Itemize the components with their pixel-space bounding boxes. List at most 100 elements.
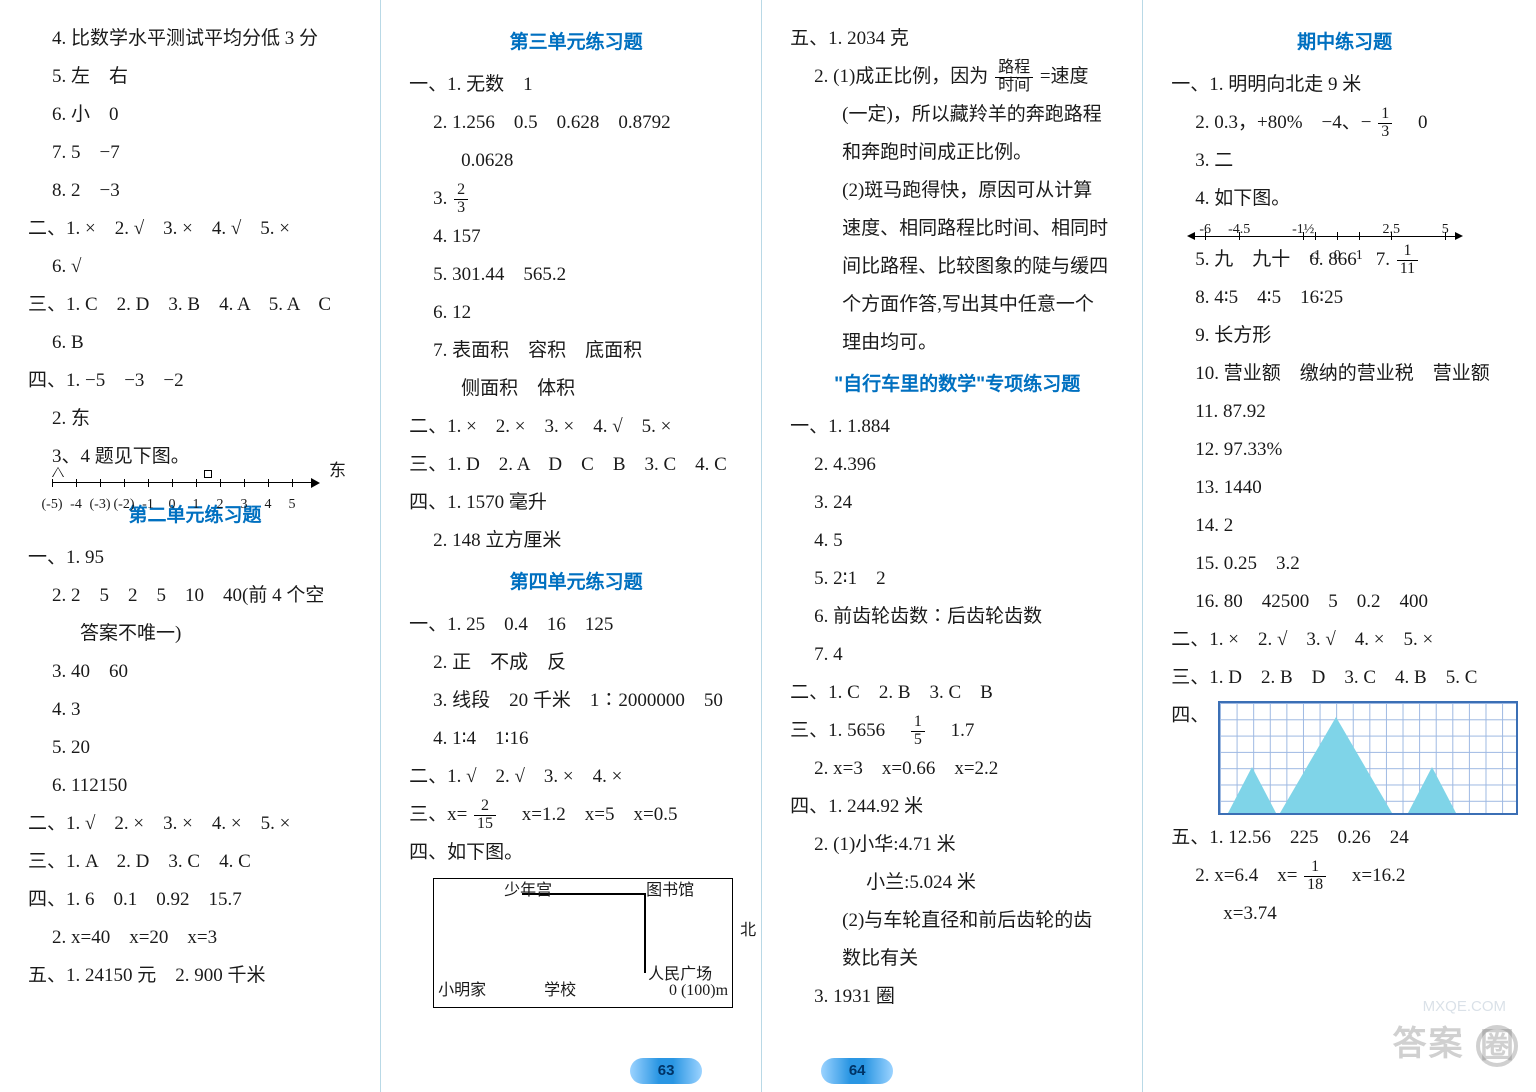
text: 2. x=6.4 x=: [1195, 865, 1297, 886]
text-line: 2. 4.396: [790, 446, 1124, 484]
text-line: 答案不唯一): [28, 615, 362, 653]
map-label: 图书馆: [646, 875, 694, 907]
text-line: 7. 5 −7: [28, 134, 362, 172]
nl-label: 1: [193, 491, 200, 519]
column-1: 4. 比数学水平测试平均分低 3 分 5. 左 右 6. 小 0 7. 5 −7…: [0, 0, 380, 1092]
text-line: (2)斑马跑得快，原因可从计算: [790, 172, 1124, 210]
text-line: 数比有关: [790, 940, 1124, 978]
text-line: 三、1. D 2. B D 3. C 4. B 5. C: [1171, 659, 1518, 697]
fraction: 13: [1378, 106, 1392, 141]
text-line: 5. 301.44 565.2: [409, 256, 743, 294]
number-line-diagram: 东 (-5) -4 (-3) (-2) -1 0 1 2 3: [52, 482, 342, 491]
text-line: 速度、相同路程比时间、相同时: [790, 210, 1124, 248]
text-line: 5. 左 右: [28, 58, 362, 96]
text-line: 2. 正 不成 反: [409, 644, 743, 682]
map-label: 小明家: [438, 975, 486, 1007]
text-line: 侧面积 体积: [409, 370, 743, 408]
column-3: 五、1. 2034 克 2. (1)成正比例，因为 路程时间 =速度 (一定)，…: [761, 0, 1142, 1092]
text: x=1.2 x=5 x=0.5: [503, 804, 678, 825]
nl-label: (-2): [114, 491, 135, 519]
text-line: 12. 97.33%: [1171, 431, 1518, 469]
text-line: 3. 23: [409, 180, 743, 218]
text: 3.: [433, 188, 452, 209]
text-line: 3. 线段 20 千米 1∶2000000 50: [409, 682, 743, 720]
text-line: 2. (1)小华:4.71 米: [790, 826, 1124, 864]
nl2-label: 1: [1356, 242, 1363, 270]
text-line: 6. 112150: [28, 767, 362, 805]
text-line: 五、1. 2034 克: [790, 20, 1124, 58]
text-line: 4. 3: [28, 691, 362, 729]
text-line: 个方面作答,写出其中任意一个: [790, 286, 1124, 324]
text-line: 理由均可。: [790, 324, 1124, 362]
number-line-diagram-2: -6 -4.5 -1½ 2.5 5 -1 0 1: [1195, 236, 1475, 237]
text: 0: [1399, 112, 1428, 133]
text-line: 3. 40 60: [28, 653, 362, 691]
map-label: 0 (100)m: [669, 975, 728, 1007]
midterm-heading: 期中练习题: [1171, 24, 1518, 62]
text-line: 7. 表面积 容积 底面积: [409, 332, 743, 370]
nl-label: -4: [70, 491, 82, 519]
text-line: 3、4 题见下图。: [28, 438, 362, 476]
text-line: 一、1. 无数 1: [409, 66, 743, 104]
text-line: (一定)，所以藏羚羊的奔跑路程: [790, 96, 1124, 134]
nl-label: 2: [217, 491, 224, 519]
fraction: 路程时间: [995, 60, 1033, 95]
nl-label: (-3): [90, 491, 111, 519]
north-label: 北: [740, 915, 756, 947]
text-line: 五、1. 24150 元 2. 900 千米: [28, 957, 362, 995]
text-line: 二、1. √ 2. × 3. × 4. × 5. ×: [28, 805, 362, 843]
nl-label: -1: [142, 491, 154, 519]
text: x=16.2: [1333, 865, 1405, 886]
text-line: 9. 长方形: [1171, 317, 1518, 355]
text-line: 2. x=6.4 x= 118 x=16.2: [1171, 857, 1518, 895]
nl-label: 3: [241, 491, 248, 519]
text-line: 三、1. C 2. D 3. B 4. A 5. A C: [28, 286, 362, 324]
text-line: 一、1. 95: [28, 539, 362, 577]
text-line: 四、: [1171, 697, 1518, 819]
east-label: 东: [329, 454, 346, 488]
text: 四、: [1171, 705, 1209, 726]
text-line: 8. 4∶5 4∶5 16∶25: [1171, 279, 1518, 317]
text-line: 4. 1∶4 1∶16: [409, 720, 743, 758]
bike-heading: "自行车里的数学"专项练习题: [790, 366, 1124, 404]
text-line: 8. 2 −3: [28, 172, 362, 210]
unit4-heading: 第四单元练习题: [409, 564, 743, 602]
watermark-url: MXQE.COM: [1423, 992, 1506, 1022]
text-line: 三、1. 5656 15 1.7: [790, 712, 1124, 750]
text-line: 一、1. 25 0.4 16 125: [409, 606, 743, 644]
text-line: 5. 2∶1 2: [790, 560, 1124, 598]
column-2: 第三单元练习题 一、1. 无数 1 2. 1.256 0.5 0.628 0.8…: [380, 0, 761, 1092]
text-line: 13. 1440: [1171, 469, 1518, 507]
text-line: 四、1. −5 −3 −2: [28, 362, 362, 400]
text-line: 2. 东: [28, 400, 362, 438]
text-line: 一、1. 1.884: [790, 408, 1124, 446]
text-line: 四、1. 244.92 米: [790, 788, 1124, 826]
text-line: 2. 148 立方厘米: [409, 522, 743, 560]
nl-label: 0: [169, 491, 176, 519]
page-number: 63: [630, 1058, 702, 1084]
text: 5. 九 九十 6. 866 7.: [1195, 249, 1395, 270]
text-line: 0.0628: [409, 142, 743, 180]
map-label: 学校: [544, 975, 576, 1007]
text-line: x=3.74: [1171, 895, 1518, 933]
text: 2. (1)成正比例，因为: [814, 66, 988, 87]
page-root: 4. 比数学水平测试平均分低 3 分 5. 左 右 6. 小 0 7. 5 −7…: [0, 0, 1536, 1092]
column-4: 期中练习题 一、1. 明明向北走 9 米 2. 0.3，+80% −4、− 13…: [1142, 0, 1536, 1092]
text-line: 三、1. A 2. D 3. C 4. C: [28, 843, 362, 881]
text-line: 11. 87.92: [1171, 393, 1518, 431]
text: 三、1. 5656: [790, 720, 904, 741]
text-line: 三、1. D 2. A D C B 3. C 4. C: [409, 446, 743, 484]
text-line: 7. 4: [790, 636, 1124, 674]
watermark-text: 答案: [1393, 1025, 1465, 1063]
nl2-label: 0: [1334, 242, 1341, 270]
fraction: 15: [911, 714, 925, 749]
fraction: 118: [1304, 859, 1326, 894]
text-line: 4. 比数学水平测试平均分低 3 分: [28, 20, 362, 58]
text-line: 5. 20: [28, 729, 362, 767]
unit3-heading: 第三单元练习题: [409, 24, 743, 62]
text-line: 小兰:5.024 米: [790, 864, 1124, 902]
nl2-label: -1: [1309, 242, 1321, 270]
text-line: 二、1. √ 2. √ 3. × 4. ×: [409, 758, 743, 796]
text-line: 4. 157: [409, 218, 743, 256]
text-line: 和奔跑时间成正比例。: [790, 134, 1124, 172]
